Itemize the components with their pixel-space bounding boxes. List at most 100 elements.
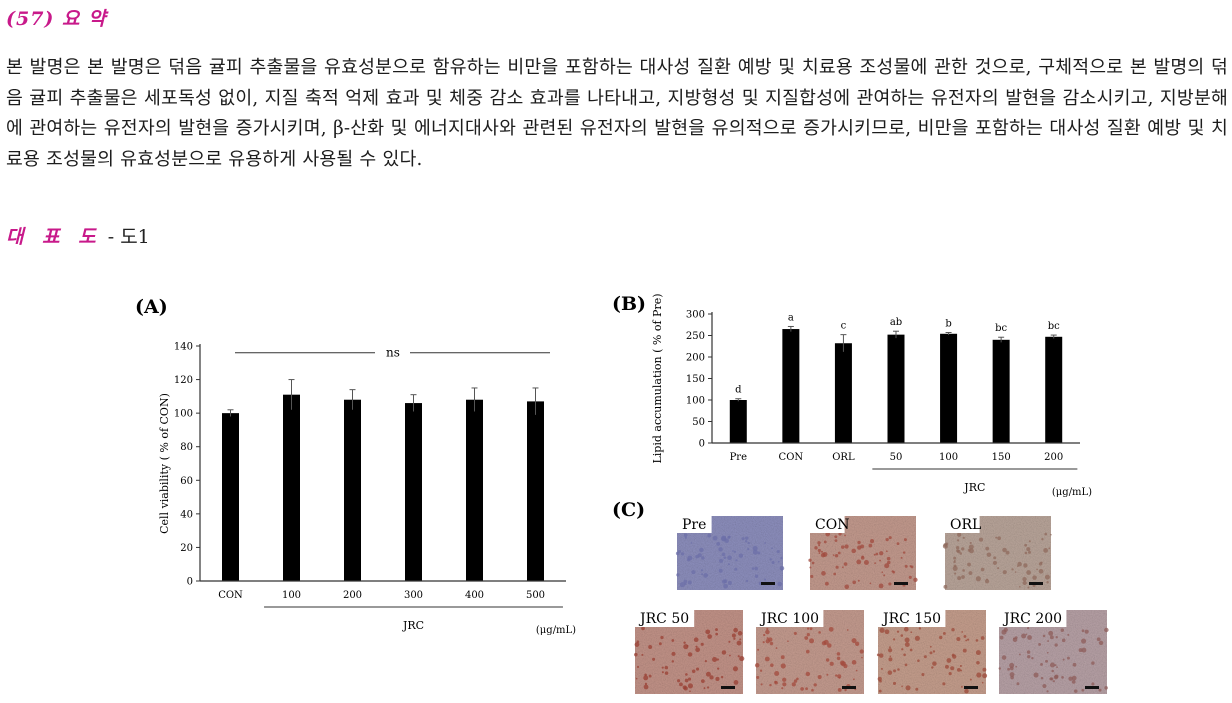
category-label: 400 <box>465 590 484 601</box>
stained-droplet <box>732 550 734 552</box>
micrograph-label-box <box>677 516 712 533</box>
stained-droplet <box>976 660 980 665</box>
stained-droplet <box>721 535 727 541</box>
stained-droplet <box>747 548 750 551</box>
y-tick-label: 140 <box>174 342 193 353</box>
stained-droplet <box>793 679 798 683</box>
stained-droplet <box>975 650 981 656</box>
category-label: ORL <box>832 452 855 463</box>
stained-droplet <box>1016 565 1019 568</box>
stained-droplet <box>946 658 952 663</box>
stained-droplet <box>993 556 997 560</box>
y-tick-label: 200 <box>686 353 705 364</box>
stained-droplet <box>817 548 821 553</box>
stained-droplet <box>825 531 831 537</box>
scale-bar <box>1029 582 1043 585</box>
stained-droplet <box>686 645 689 647</box>
significance-letter: ab <box>890 317 902 328</box>
stained-droplet <box>652 657 656 661</box>
stained-droplet <box>1081 647 1087 653</box>
stained-droplet <box>1041 538 1044 541</box>
stained-droplet <box>695 647 700 653</box>
stained-droplet <box>781 687 784 690</box>
stained-droplet <box>775 647 778 649</box>
stained-droplet <box>943 584 948 589</box>
stained-droplet <box>997 567 1000 570</box>
stained-droplet <box>1040 676 1044 680</box>
stained-droplet <box>868 543 873 548</box>
stained-droplet <box>891 570 894 573</box>
figure-1: (A) Cell viability ( % of CON) 0 20 40 60 80… <box>135 293 1109 694</box>
stained-droplet <box>860 556 865 560</box>
stained-droplet <box>763 578 767 581</box>
stained-droplet <box>964 688 969 694</box>
stained-droplet <box>950 666 955 671</box>
stained-droplet <box>1022 576 1027 582</box>
stained-droplet <box>878 689 882 693</box>
stained-droplet <box>1081 688 1085 692</box>
stained-droplet <box>1052 680 1055 683</box>
stained-droplet <box>700 679 705 684</box>
chart-b-unit-label: (μg/mL) <box>1052 487 1092 498</box>
stained-droplet <box>1001 655 1007 660</box>
stained-droplet <box>1060 628 1065 633</box>
stained-droplet <box>806 627 810 630</box>
stained-droplet <box>904 637 910 643</box>
stained-droplet <box>1012 637 1018 642</box>
stained-droplet <box>754 566 759 571</box>
y-tick-label: 0 <box>187 577 193 588</box>
stained-droplet <box>643 684 649 690</box>
stained-droplet <box>942 632 946 635</box>
stained-droplet <box>835 565 839 569</box>
stained-droplet <box>957 532 962 537</box>
stained-droplet <box>777 560 780 563</box>
stained-droplet <box>884 629 890 635</box>
stained-droplet <box>664 665 669 670</box>
panel-c: (C) Pre CON ORL JRC 50 JRC 100 JRC 150 JRC 200 <box>612 499 1109 694</box>
stained-droplet <box>893 669 896 673</box>
stained-droplet <box>805 671 811 677</box>
stained-droplet <box>721 552 726 557</box>
bar <box>1045 336 1063 443</box>
stained-droplet <box>805 687 808 691</box>
stained-droplet <box>813 683 817 687</box>
stained-droplet <box>885 550 888 553</box>
stained-droplet <box>948 672 952 676</box>
stained-droplet <box>904 564 908 568</box>
micrograph-label: ORL <box>950 517 981 533</box>
stained-droplet <box>956 549 960 553</box>
stained-droplet <box>687 683 693 689</box>
stained-droplet <box>859 649 864 654</box>
stained-droplet <box>929 651 933 655</box>
stained-droplet <box>771 547 773 550</box>
micrograph-label-box <box>756 610 824 627</box>
stained-droplet <box>875 552 879 556</box>
stained-droplet <box>854 641 860 646</box>
abstract-text: 본 발명은 본 발명은 덖음 귤피 추출물을 유효성분으로 함유하는 비만을 포… <box>6 57 1228 170</box>
stained-droplet <box>954 572 957 575</box>
stained-droplet <box>939 635 943 640</box>
stained-droplet <box>723 583 728 589</box>
stained-droplet <box>961 547 965 551</box>
micrograph-label: CON <box>815 517 849 533</box>
stained-droplet <box>821 571 826 576</box>
stained-droplet <box>838 532 842 536</box>
stained-droplet <box>760 683 763 686</box>
stained-droplet <box>1032 575 1037 580</box>
stained-droplet <box>751 567 755 570</box>
stained-droplet <box>707 533 712 538</box>
stained-droplet <box>635 677 638 680</box>
micrograph-label: JRC 150 <box>881 611 941 627</box>
stained-droplet <box>960 669 963 672</box>
stained-droplet <box>805 649 810 654</box>
stained-droplet <box>1051 669 1054 673</box>
stained-droplet <box>825 658 830 662</box>
stained-droplet <box>739 638 742 641</box>
stained-droplet <box>683 579 688 584</box>
stained-droplet <box>1038 568 1044 574</box>
stained-droplet <box>903 653 906 657</box>
micrograph-label: JRC 200 <box>1002 611 1062 627</box>
stained-droplet <box>883 574 886 577</box>
stained-droplet <box>811 688 814 692</box>
stained-droplet <box>1017 561 1022 567</box>
